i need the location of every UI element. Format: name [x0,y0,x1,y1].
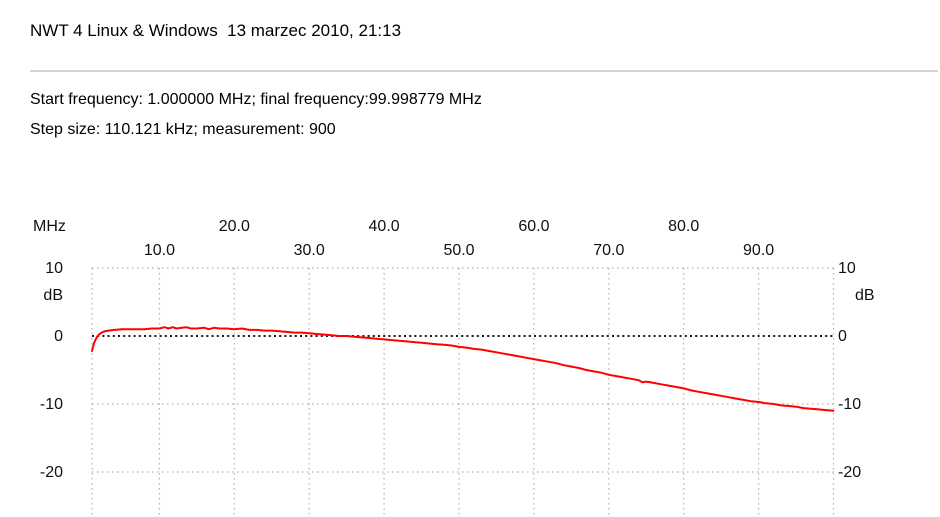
x-tick-label: 30.0 [294,242,325,259]
x-tick-label: 40.0 [369,218,400,235]
x-tick-label: 90.0 [743,242,774,259]
y-unit-label-right: dB [855,287,875,304]
x-tick-label: 20.0 [219,218,250,235]
y-tick-label-left: 0 [54,328,63,345]
sweep-info-frequency: Start frequency: 1.000000 MHz; final fre… [30,91,482,108]
x-tick-label: 80.0 [668,218,699,235]
y-tick-label-left: 10 [45,260,63,277]
y-tick-label-right: -10 [838,396,861,413]
y-tick-label-right: 10 [838,260,856,277]
measurement-trace [91,326,835,412]
y-tick-label-right: 0 [838,328,847,345]
x-tick-label: 70.0 [593,242,624,259]
x-tick-label: 50.0 [443,242,474,259]
x-tick-label: 10.0 [144,242,175,259]
x-tick-label: 60.0 [518,218,549,235]
x-unit-label: MHz [33,218,66,235]
y-unit-label-left: dB [43,287,63,304]
y-tick-label-left: -20 [40,464,63,481]
page-title: NWT 4 Linux & Windows 13 marzec 2010, 21… [30,21,402,40]
y-tick-label-right: -20 [838,464,861,481]
sweep-info-step: Step size: 110.121 kHz; measurement: 900 [30,121,336,138]
header-divider [30,70,938,72]
y-tick-label-left: -10 [40,396,63,413]
